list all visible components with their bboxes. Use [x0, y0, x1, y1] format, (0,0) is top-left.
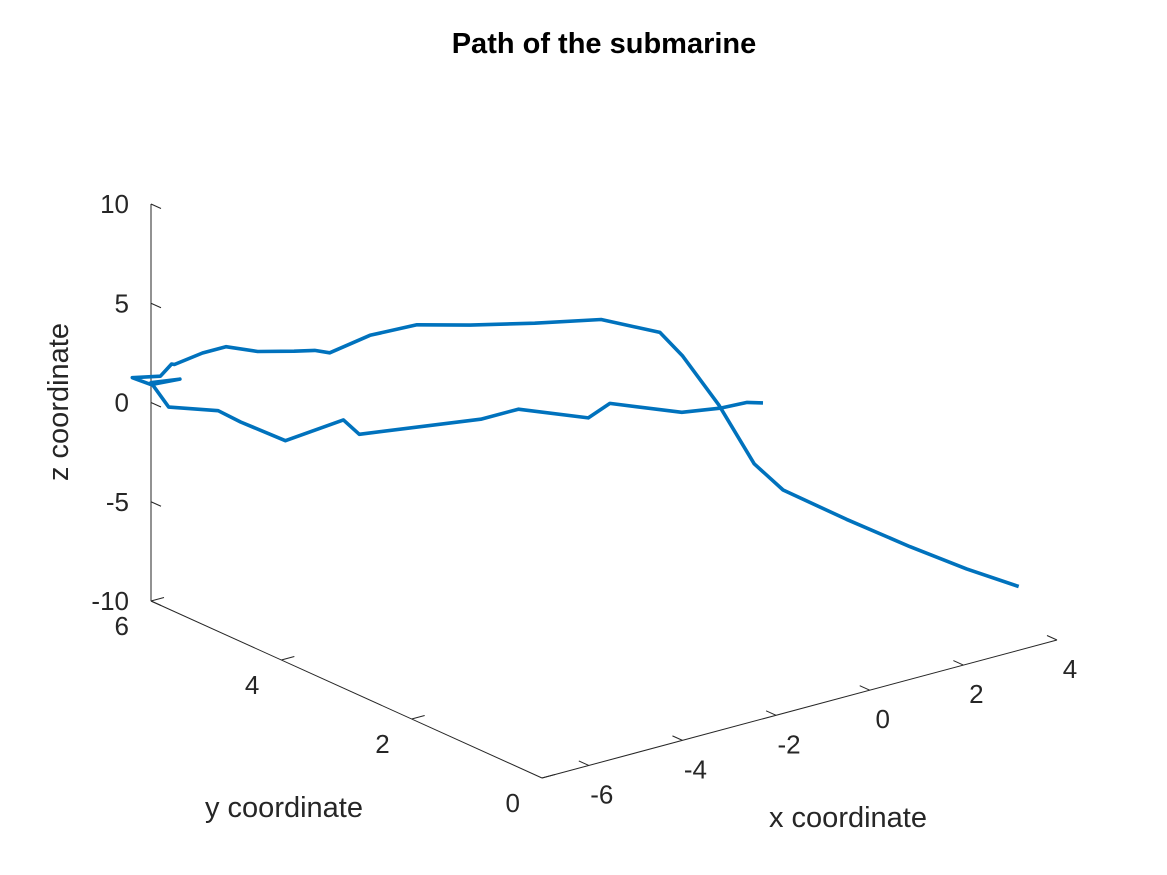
y-tick-label: 6 [115, 611, 129, 641]
y-tick-label: 4 [245, 670, 259, 700]
y-tick-mark [281, 656, 295, 661]
chart-title: Path of the submarine [452, 28, 757, 60]
z-tick-mark [150, 203, 162, 209]
x-tick-label: -4 [684, 754, 707, 784]
x-tick-mark [859, 685, 870, 691]
x-tick-label: -6 [590, 779, 613, 809]
x-axis-line [541, 639, 1058, 779]
x-tick-label: 2 [969, 679, 983, 709]
x-tick-mark [953, 660, 964, 666]
z-tick-label: 10 [100, 189, 129, 219]
z-tick-label: 5 [115, 288, 129, 318]
z-tick-mark [150, 402, 162, 408]
x-tick-mark [578, 760, 590, 766]
series-group [130, 317, 1020, 589]
x-tick-mark [1046, 635, 1058, 641]
axes [150, 203, 1058, 779]
x-tick-label: 4 [1063, 654, 1077, 684]
tick-labels: -6 -4 -2 0 2 4 0 2 4 6-10 -5 0 5 10 [91, 189, 1077, 818]
z-tick-label: -5 [106, 487, 129, 517]
y-tick-mark [541, 774, 556, 779]
y-tick-label: 0 [506, 788, 520, 818]
z-tick-label: 0 [115, 388, 129, 418]
x-tick-mark [765, 710, 777, 716]
x-tick-mark [672, 735, 683, 741]
submarine-path-line [130, 317, 1020, 589]
z-tick-mark [150, 600, 162, 606]
z-axis-label: z coordinate [43, 323, 75, 481]
x-tick-label: 0 [875, 704, 889, 734]
z-tick-mark [150, 302, 162, 309]
z-tick-mark [150, 501, 162, 507]
z-tick-label: -10 [91, 586, 129, 616]
y-tick-label: 2 [375, 729, 389, 759]
y-axis-label: y coordinate [205, 792, 363, 824]
y-axis-line [150, 600, 543, 779]
x-tick-label: -2 [778, 729, 801, 759]
x-axis-label: x coordinate [769, 802, 927, 834]
y-tick-mark [411, 715, 425, 720]
y-tick-mark [150, 597, 165, 602]
